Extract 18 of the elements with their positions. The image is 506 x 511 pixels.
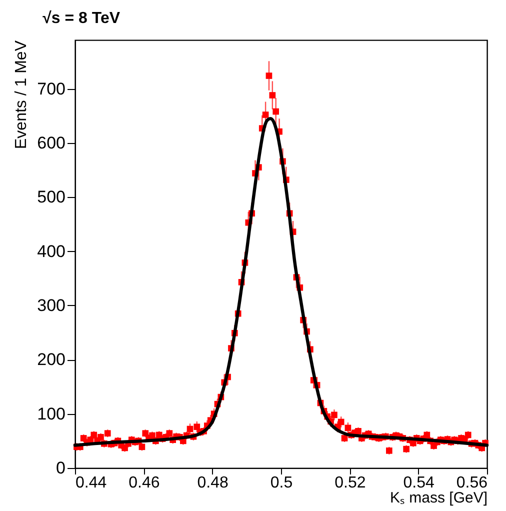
x-tick-label: 0.44 — [76, 474, 107, 492]
y-tick-label: 100 — [37, 404, 66, 424]
chart-title: √s = 8 TeV — [42, 10, 120, 27]
y-tick-label: 300 — [37, 296, 66, 315]
y-tick-label: 400 — [37, 242, 66, 261]
y-axis-title: Events / 1 MeV — [13, 40, 30, 149]
x-tick-label: 0.56 — [456, 474, 488, 492]
y-tick-label: 200 — [37, 350, 66, 370]
x-tick-label: 0.46 — [128, 474, 160, 492]
x-tick-label: 0.5 — [270, 474, 293, 492]
x-tick-label: 0.54 — [403, 474, 435, 492]
y-tick-label: 700 — [37, 79, 66, 98]
x-axis-title: Kₛ mass [GeV] — [390, 490, 488, 506]
y-tick-label: 500 — [37, 188, 66, 207]
y-tick-label: 0 — [56, 458, 66, 478]
x-tick-label: 0.48 — [197, 474, 229, 492]
y-tick-label: 600 — [37, 133, 66, 152]
x-tick-label: 0.52 — [334, 474, 366, 492]
